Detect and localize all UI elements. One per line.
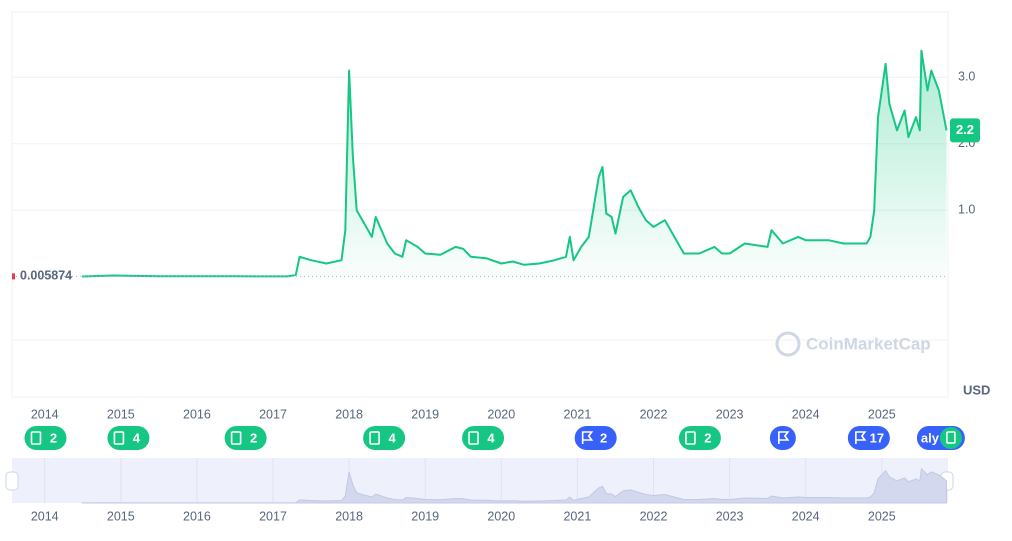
doc-icon [369,431,380,445]
flag-icon [778,431,790,444]
currency-label: USD [963,382,990,397]
last-price-badge [950,118,980,143]
event-overflow: aly [921,430,940,445]
watermark: CoinMarketCap [775,331,931,357]
event-badge[interactable]: 17 [847,426,890,450]
doc-icon [468,431,479,445]
event-badge[interactable]: 4 [107,426,150,450]
doc-icon [230,431,242,445]
navigator-tick-label: 2015 [107,509,135,523]
x-tick-label: 2014 [31,407,59,421]
price-line [81,49,948,278]
navigator-handle[interactable] [5,471,19,491]
y-tick-label: 3.0 [958,69,975,83]
event-badge[interactable]: 4 [462,426,505,450]
event-badge[interactable]: 2 [678,426,721,450]
x-tick-label: 2023 [716,407,744,421]
navigator-tick-label: 2025 [868,509,896,523]
navigator-tick-label: 2024 [792,509,820,523]
flag-icon [855,431,867,444]
navigator-tick-label: 2018 [335,509,363,523]
event-count: 2 [600,430,607,445]
plot-frame [11,11,949,398]
x-tick-label: 2021 [563,407,591,421]
event-badge[interactable] [769,426,796,450]
x-tick-label: 2019 [411,407,439,421]
baseline-label: 0.005874 [20,269,72,283]
navigator-tick-label: 2016 [183,509,211,523]
event-badge[interactable]: 2 [574,426,617,450]
x-tick-label: 2018 [335,407,363,421]
x-tick-label: 2020 [487,407,515,421]
doc-icon [30,431,42,445]
event-pill [769,426,796,450]
event-badge[interactable]: 4 [363,426,406,450]
last-price-label: 2.2 [956,122,974,137]
event-count: 4 [133,430,141,445]
navigator-tick-label: 2020 [487,509,515,523]
x-tick-label: 2016 [183,407,211,421]
event-count: 17 [870,430,884,445]
event-dot [939,427,962,449]
y-tick-label: 1.0 [958,203,975,217]
x-tick-label: 2015 [107,407,135,421]
price-area [82,50,947,277]
event-cluster[interactable]: aly [916,426,965,450]
navigator-area [81,467,948,504]
baseline-marker [12,273,15,280]
event-count: 2 [50,430,57,445]
watermark-text: CoinMarketCap [806,334,931,353]
event-badge[interactable]: 2 [224,426,267,450]
navigator-tick-label: 2021 [563,509,591,523]
doc-icon [685,431,696,445]
event-badge[interactable]: 2 [24,426,67,450]
navigator-tick-label: 2014 [31,509,59,523]
event-count: 2 [704,430,711,445]
navigator-tick-label: 2017 [259,509,287,523]
x-tick-label: 2025 [868,407,896,421]
event-count: 4 [487,430,495,445]
x-tick-label: 2022 [640,407,668,421]
event-count: 2 [250,430,257,445]
navigator-tick-label: 2023 [716,509,744,523]
doc-icon [113,431,125,445]
navigator-tick-label: 2022 [640,509,668,523]
navigator-tick-label: 2019 [411,509,439,523]
x-tick-label: 2024 [792,407,820,421]
event-count: 4 [388,430,396,445]
event-pill [574,426,617,450]
x-tick-label: 2017 [259,407,287,421]
flag-icon [581,431,594,444]
navigator[interactable] [12,458,948,503]
doc-icon [946,431,956,444]
